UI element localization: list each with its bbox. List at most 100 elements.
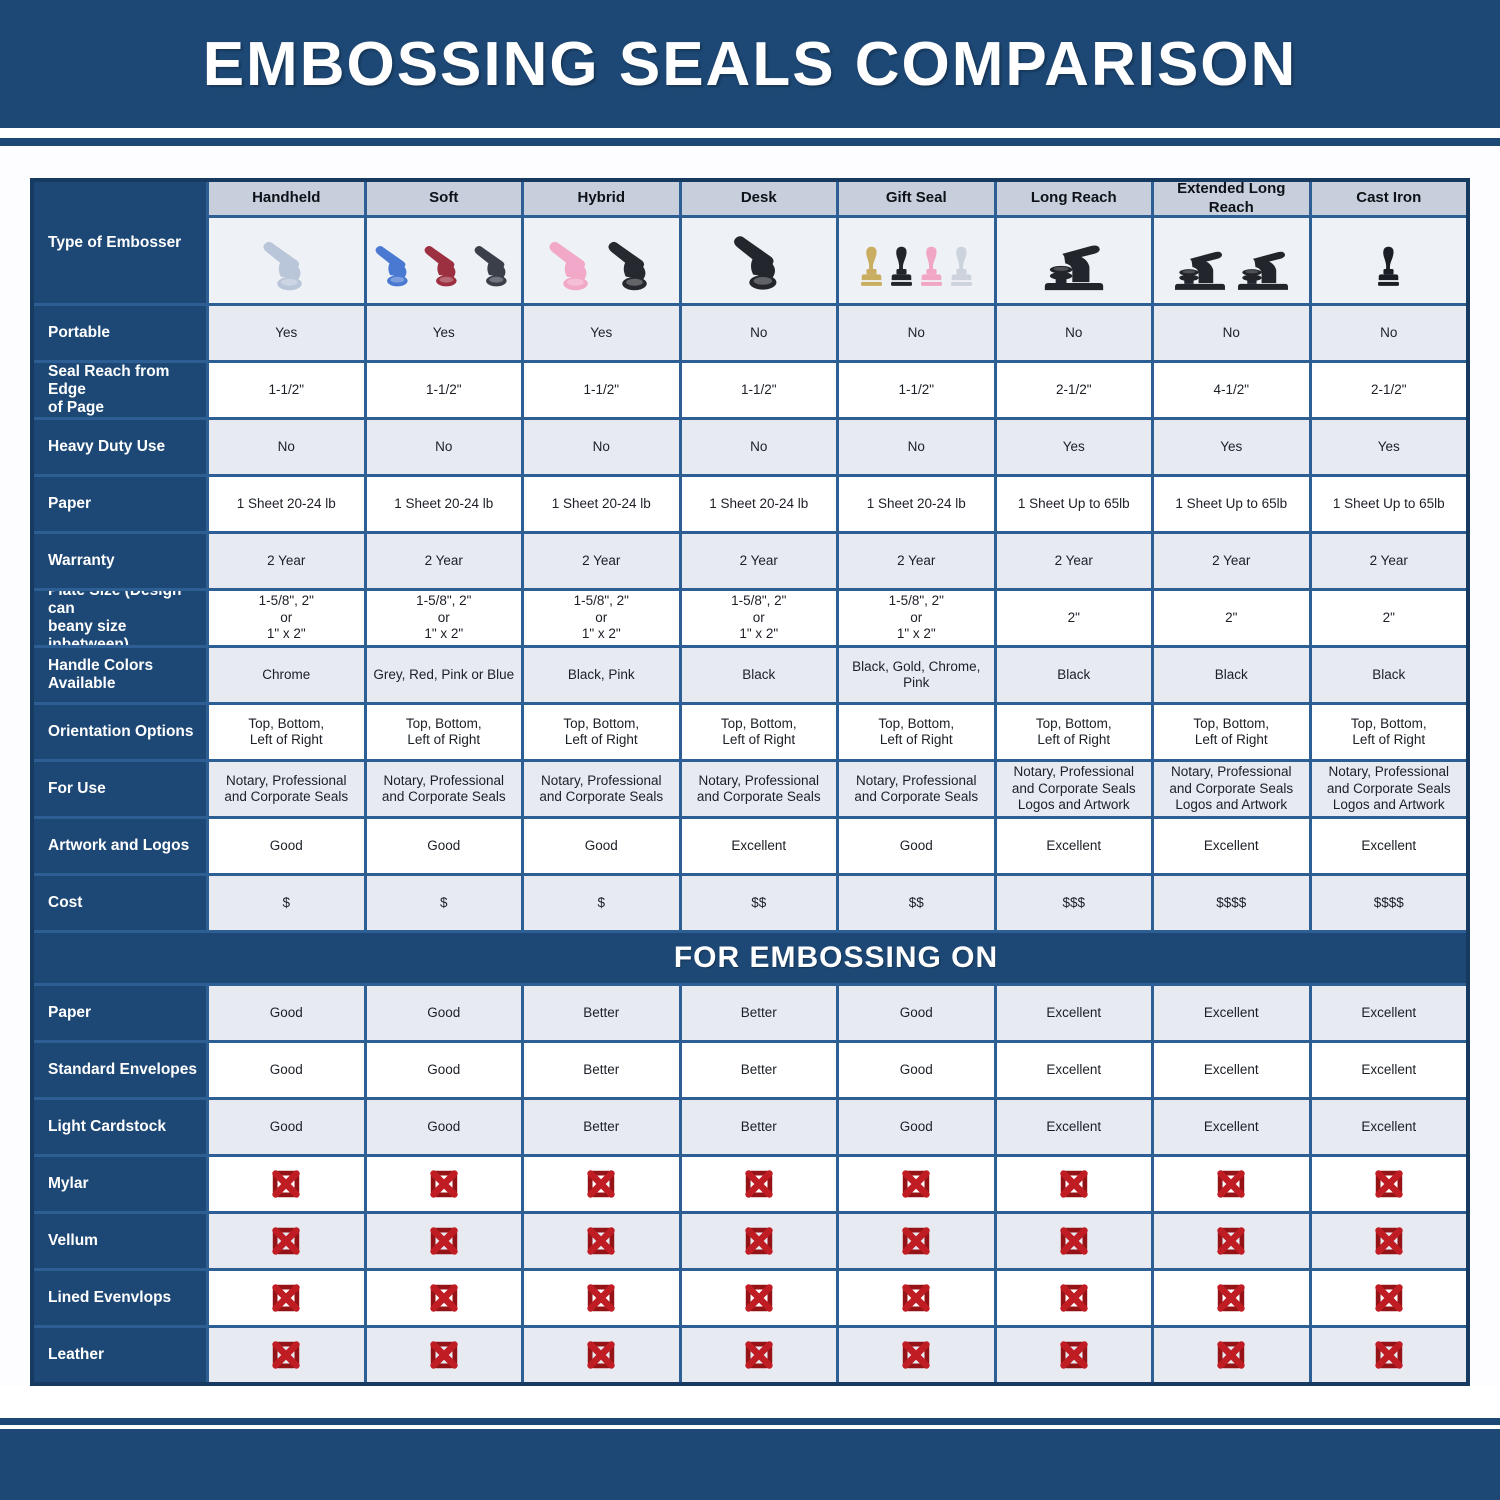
cell-paper-cast-iron: Excellent (1311, 986, 1466, 1040)
cell-artwork-and-logos-desk: Excellent (681, 819, 836, 873)
embosser-image-long-reach (996, 218, 1151, 303)
cell-light-cardstock-gift-seal: Good (839, 1100, 994, 1154)
desk-press-icon (1039, 241, 1109, 295)
cell-cost-gift-seal: $$ (839, 876, 994, 930)
upright-press-icon (918, 239, 945, 295)
cell-orientation-options-gift-seal: Top, Bottom, Left of Right (839, 705, 994, 759)
cell-heavy-duty-use-desk: No (681, 420, 836, 474)
not-suitable-x-icon (742, 1224, 776, 1258)
cell-warranty-extended-long-reach: 2 Year (1154, 534, 1309, 588)
not-suitable-x-icon (899, 1338, 933, 1372)
cell-vellum-soft (366, 1214, 521, 1268)
cell-vellum-hybrid (524, 1214, 679, 1268)
not-suitable-x-icon (1057, 1167, 1091, 1201)
column-header-desk: Desk (681, 182, 836, 215)
cell-seal-reach-from-edge-of-page-gift-seal: 1-1/2" (839, 363, 994, 417)
cell-warranty-soft: 2 Year (366, 534, 521, 588)
cell-heavy-duty-use-handheld: No (209, 420, 364, 474)
cell-handle-colors-available-long-reach: Black (996, 648, 1151, 702)
row-label-heavy-duty-use: Heavy Duty Use (34, 420, 206, 474)
cell-plate-size-design-can-beany-size-inbetween-extended-long-reach: 2" (1154, 591, 1309, 645)
for-embossing-on-banner: FOR EMBOSSING ON (34, 933, 1466, 983)
column-header-cast-iron: Cast Iron (1311, 182, 1466, 215)
hand-press-icon (470, 239, 517, 295)
cell-seal-reach-from-edge-of-page-extended-long-reach: 4-1/2" (1154, 363, 1309, 417)
not-suitable-x-icon (1214, 1224, 1248, 1258)
cell-leather-cast-iron (1311, 1328, 1466, 1382)
row-label-standard-envelopes: Standard Envelopes (34, 1043, 206, 1097)
cell-for-use-cast-iron: Notary, Professional and Corporate Seals… (1311, 762, 1466, 816)
divider-stripe-white (0, 128, 1500, 138)
cell-handle-colors-available-handheld: Chrome (209, 648, 364, 702)
not-suitable-x-icon (899, 1224, 933, 1258)
cell-heavy-duty-use-long-reach: Yes (996, 420, 1151, 474)
cell-leather-long-reach (996, 1328, 1151, 1382)
embosser-image-soft (366, 218, 521, 303)
cell-heavy-duty-use-gift-seal: No (839, 420, 994, 474)
not-suitable-x-icon (1372, 1338, 1406, 1372)
cell-for-use-soft: Notary, Professional and Corporate Seals (366, 762, 521, 816)
cell-handle-colors-available-gift-seal: Black, Gold, Chrome, Pink (839, 648, 994, 702)
cell-artwork-and-logos-long-reach: Excellent (996, 819, 1151, 873)
cell-standard-envelopes-soft: Good (366, 1043, 521, 1097)
cell-for-use-extended-long-reach: Notary, Professional and Corporate Seals… (1154, 762, 1309, 816)
cell-portable-hybrid: Yes (524, 306, 679, 360)
cell-standard-envelopes-desk: Better (681, 1043, 836, 1097)
cell-orientation-options-cast-iron: Top, Bottom, Left of Right (1311, 705, 1466, 759)
cell-light-cardstock-cast-iron: Excellent (1311, 1100, 1466, 1154)
cell-paper-long-reach: 1 Sheet Up to 65lb (996, 477, 1151, 531)
cell-paper-soft: 1 Sheet 20-24 lb (366, 477, 521, 531)
row-label-seal-reach-from-edge-of-page: Seal Reach from Edge of Page (34, 363, 206, 417)
cell-standard-envelopes-handheld: Good (209, 1043, 364, 1097)
not-suitable-x-icon (1214, 1338, 1248, 1372)
not-suitable-x-icon (269, 1167, 303, 1201)
cell-light-cardstock-handheld: Good (209, 1100, 364, 1154)
cell-handle-colors-available-extended-long-reach: Black (1154, 648, 1309, 702)
not-suitable-x-icon (427, 1338, 461, 1372)
cell-handle-colors-available-hybrid: Black, Pink (524, 648, 679, 702)
desk-press-icon (1233, 247, 1293, 295)
cell-light-cardstock-long-reach: Excellent (996, 1100, 1151, 1154)
cell-standard-envelopes-long-reach: Excellent (996, 1043, 1151, 1097)
cell-heavy-duty-use-extended-long-reach: Yes (1154, 420, 1309, 474)
not-suitable-x-icon (1057, 1281, 1091, 1315)
hand-press-icon (371, 239, 418, 295)
cell-paper-long-reach: Excellent (996, 986, 1151, 1040)
embosser-image-gift-seal (839, 218, 994, 303)
page-title: EMBOSSING SEALS COMPARISON (202, 29, 1298, 99)
not-suitable-x-icon (1057, 1338, 1091, 1372)
cell-plate-size-design-can-beany-size-inbetween-soft: 1-5/8", 2" or 1" x 2" (366, 591, 521, 645)
cell-orientation-options-hybrid: Top, Bottom, Left of Right (524, 705, 679, 759)
hand-press-icon (603, 239, 659, 295)
footer-band (0, 1429, 1500, 1500)
cell-portable-desk: No (681, 306, 836, 360)
cell-lined-evenvlops-hybrid (524, 1271, 679, 1325)
cell-for-use-gift-seal: Notary, Professional and Corporate Seals (839, 762, 994, 816)
column-header-extended-long-reach: Extended Long Reach (1154, 182, 1309, 215)
cell-light-cardstock-soft: Good (366, 1100, 521, 1154)
column-header-long-reach: Long Reach (996, 182, 1151, 215)
row-label-paper: Paper (34, 986, 206, 1040)
row-label-cost: Cost (34, 876, 206, 930)
cell-plate-size-design-can-beany-size-inbetween-gift-seal: 1-5/8", 2" or 1" x 2" (839, 591, 994, 645)
cell-mylar-soft (366, 1157, 521, 1211)
cell-artwork-and-logos-hybrid: Good (524, 819, 679, 873)
cell-light-cardstock-desk: Better (681, 1100, 836, 1154)
cell-mylar-desk (681, 1157, 836, 1211)
column-header-gift-seal: Gift Seal (839, 182, 994, 215)
cell-lined-evenvlops-handheld (209, 1271, 364, 1325)
upright-press-icon (858, 239, 885, 295)
cell-lined-evenvlops-cast-iron (1311, 1271, 1466, 1325)
cell-paper-cast-iron: 1 Sheet Up to 65lb (1311, 477, 1466, 531)
upright-press-icon (948, 239, 975, 295)
desk-press-icon (1170, 247, 1230, 295)
cell-for-use-long-reach: Notary, Professional and Corporate Seals… (996, 762, 1151, 816)
cell-vellum-long-reach (996, 1214, 1151, 1268)
cell-artwork-and-logos-cast-iron: Excellent (1311, 819, 1466, 873)
cell-handle-colors-available-desk: Black (681, 648, 836, 702)
embosser-image-desk (681, 218, 836, 303)
footer-divider-line (0, 1418, 1500, 1425)
cell-mylar-extended-long-reach (1154, 1157, 1309, 1211)
cell-paper-extended-long-reach: Excellent (1154, 986, 1309, 1040)
cell-vellum-desk (681, 1214, 836, 1268)
